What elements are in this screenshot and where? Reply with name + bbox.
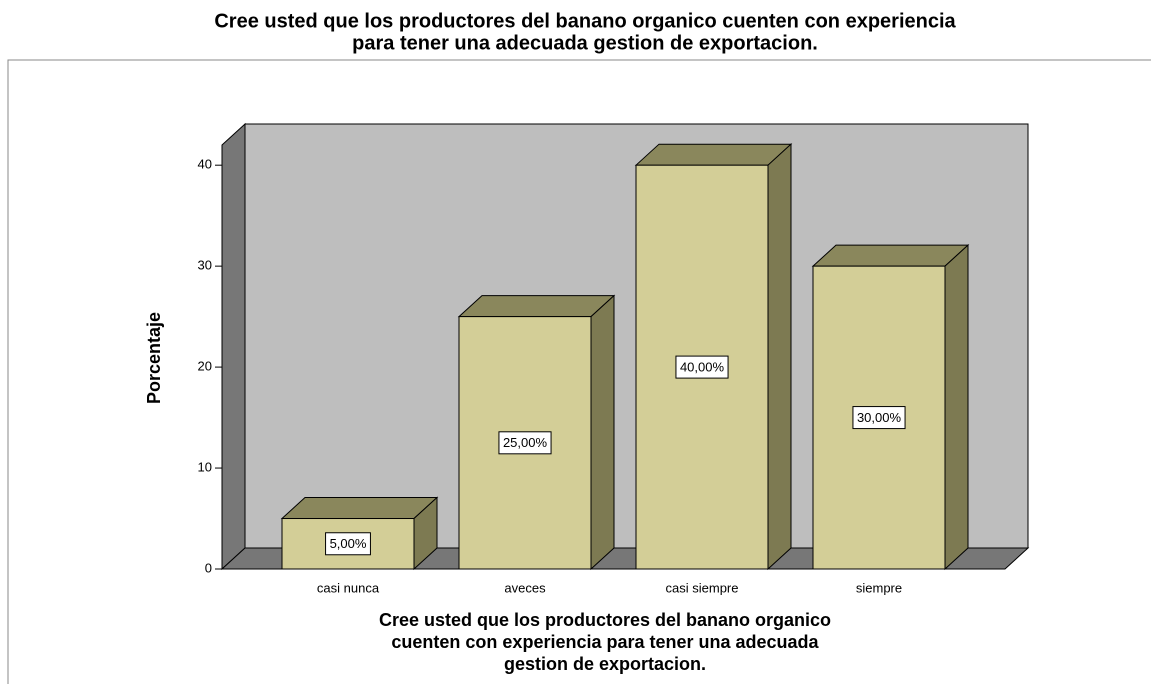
y-tick-label: 30 <box>198 258 212 273</box>
y-tick-label: 10 <box>198 459 212 474</box>
value-label: 5,00% <box>330 536 367 551</box>
bar-top <box>634 143 793 166</box>
bar-side <box>944 244 969 571</box>
chart-title: Cree usted que los productores del banan… <box>214 10 956 32</box>
y-tick-label: 20 <box>198 359 212 374</box>
value-label-box <box>325 532 371 556</box>
x-axis-title: gestion de exportacion. <box>504 654 706 674</box>
x-tick-label: siempre <box>856 580 902 595</box>
chart-title: para tener una adecuada gestion de expor… <box>352 32 818 54</box>
x-tick-label: casi siempre <box>666 580 739 595</box>
x-axis-title: cuenten con experiencia para tener una a… <box>391 632 819 652</box>
value-label-box <box>852 406 906 430</box>
value-label: 30,00% <box>857 410 902 425</box>
bar-top <box>457 295 616 318</box>
x-tick-label: casi nunca <box>317 580 380 595</box>
bar-top <box>280 497 439 520</box>
value-label: 40,00% <box>680 360 725 375</box>
y-axis-title: Porcentaje <box>144 312 164 404</box>
bar-side <box>590 294 615 571</box>
x-axis-title: Cree usted que los productores del banan… <box>379 610 831 630</box>
side-wall <box>221 122 246 571</box>
value-label: 25,00% <box>503 435 548 450</box>
value-label-box <box>675 355 729 379</box>
bar-side <box>767 143 792 571</box>
x-tick-label: aveces <box>504 580 546 595</box>
y-tick-label: 0 <box>205 560 212 575</box>
value-label-box <box>498 431 552 455</box>
y-tick-label: 40 <box>198 157 212 172</box>
bar-top <box>811 244 970 267</box>
